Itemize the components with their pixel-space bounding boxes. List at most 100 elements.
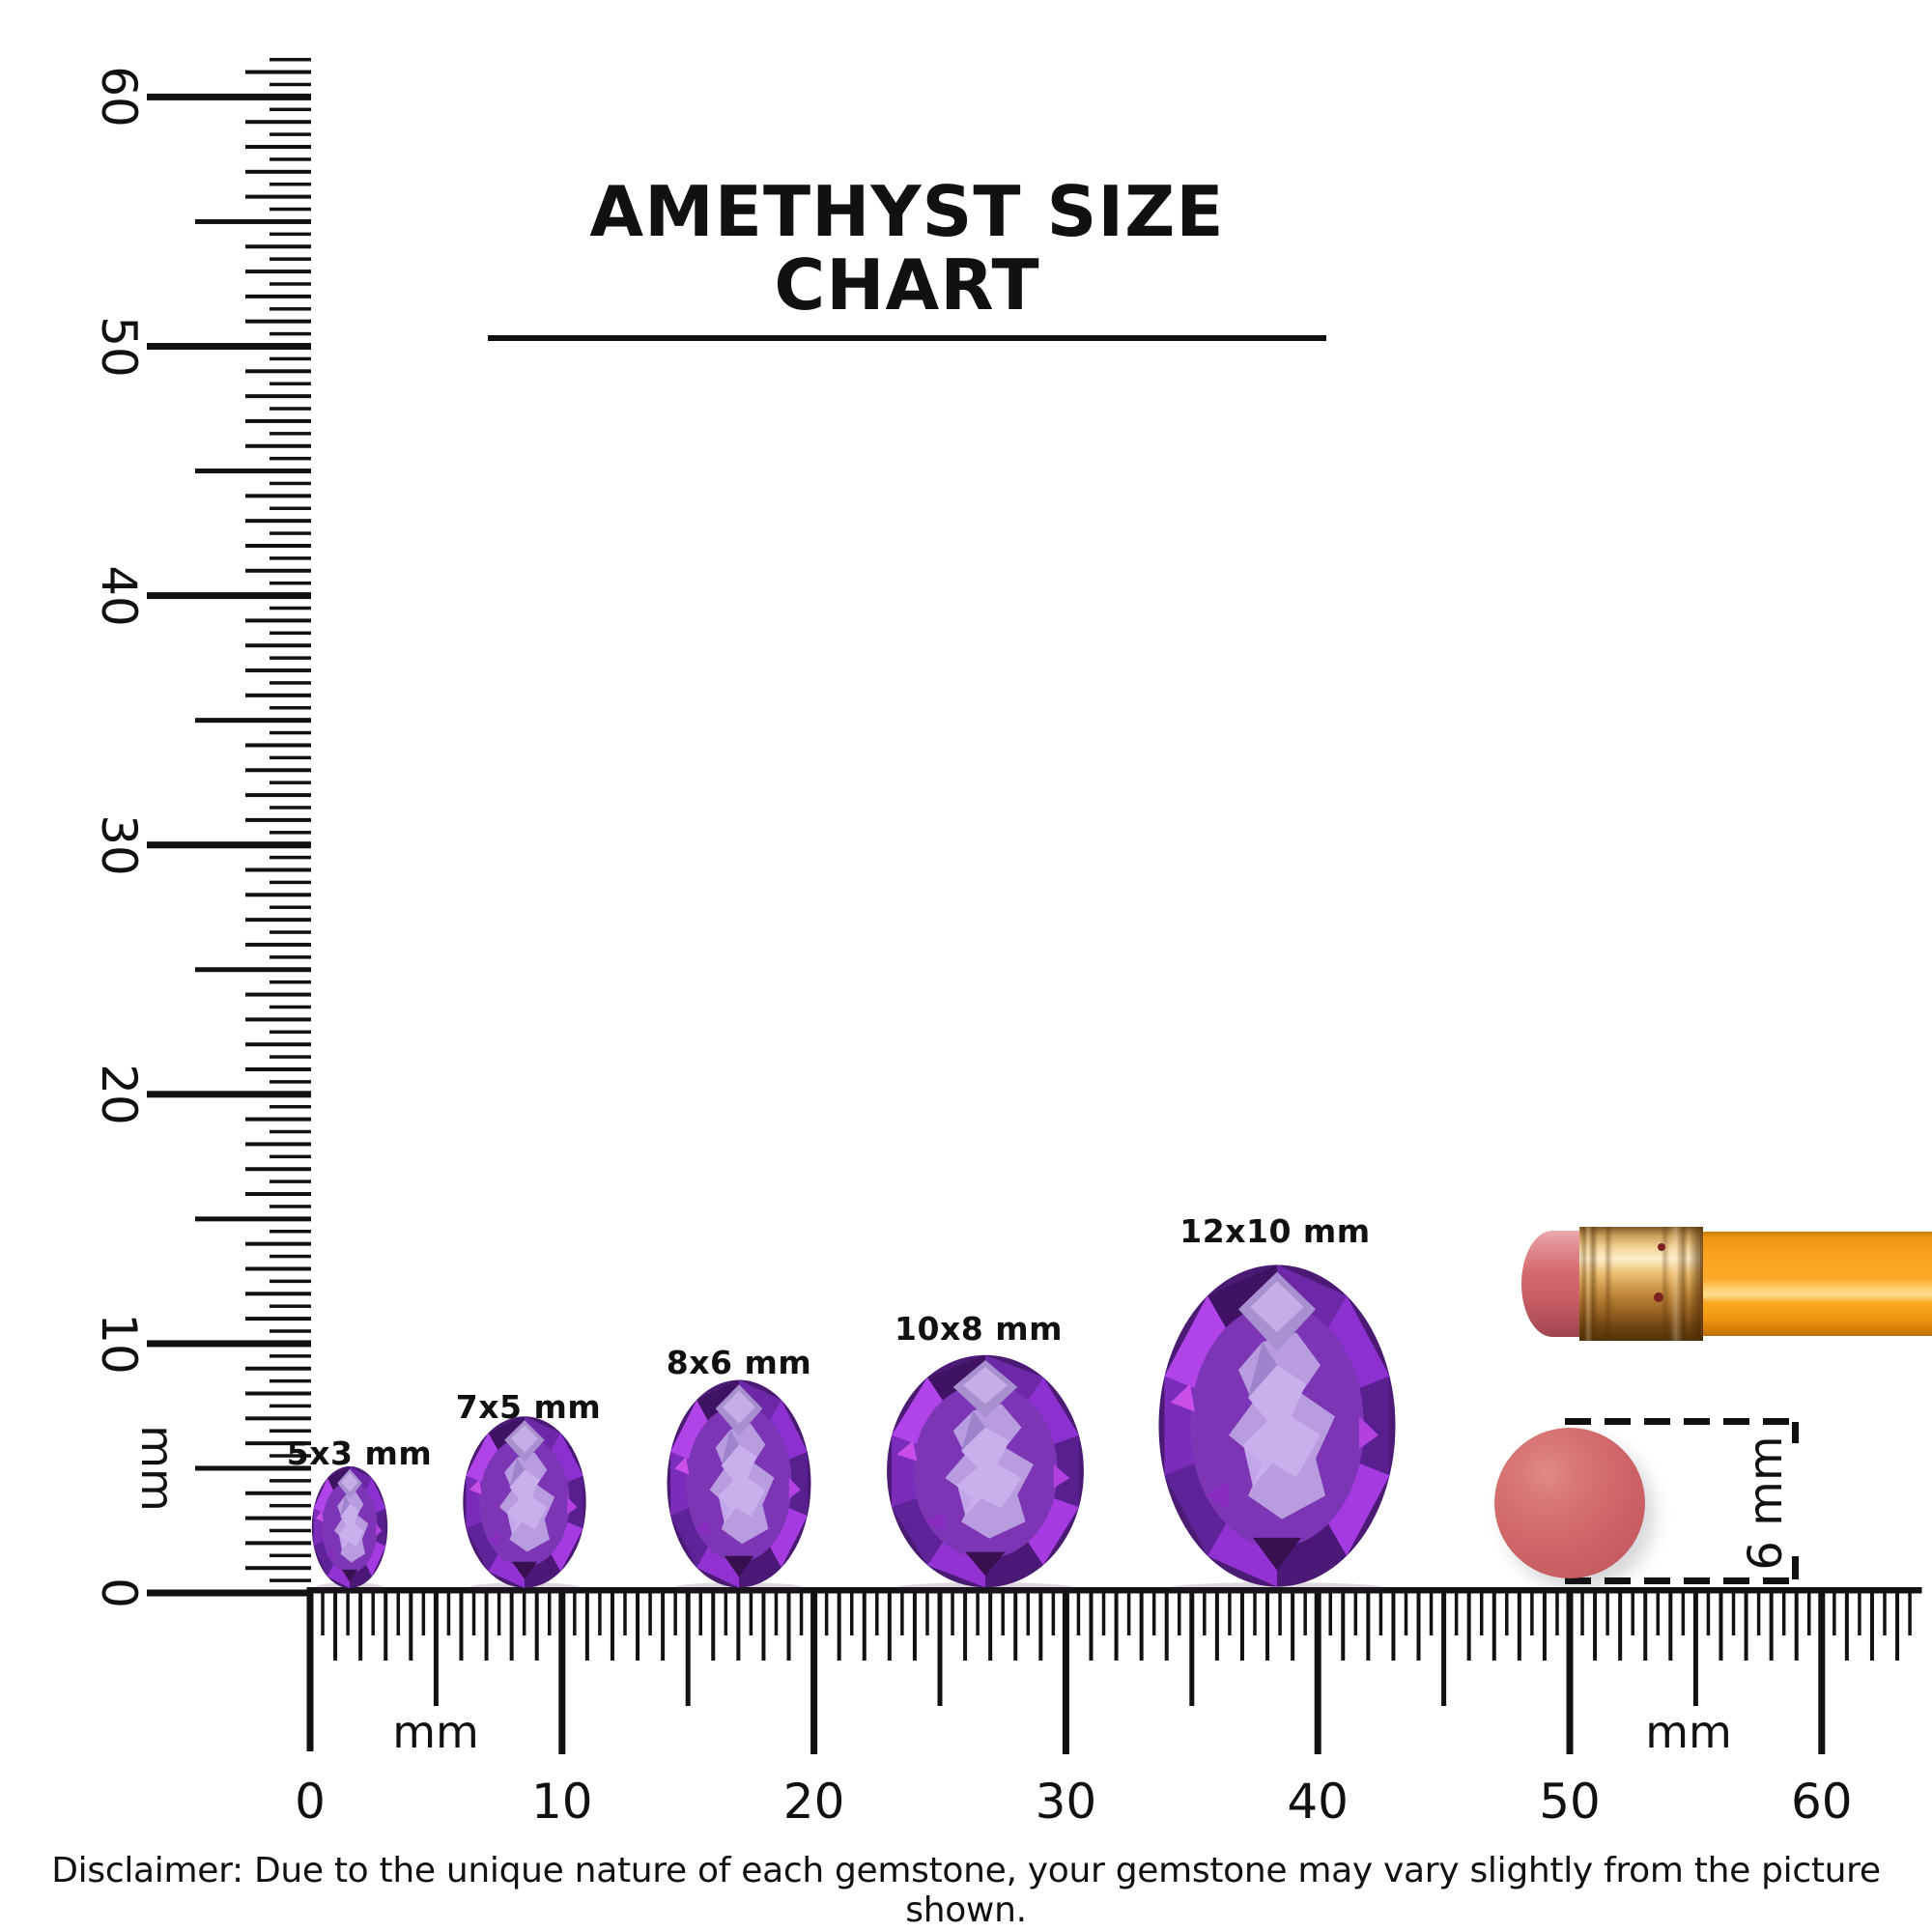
ruler-tick xyxy=(245,918,311,923)
ruler-tick xyxy=(147,841,311,849)
vertical-ruler-label-50: 50 xyxy=(91,315,147,378)
ruler-tick xyxy=(1530,1593,1534,1635)
ruler-tick xyxy=(270,1404,311,1408)
ruler-tick xyxy=(736,1593,741,1661)
ruler-tick xyxy=(1001,1593,1005,1635)
ruler-tick xyxy=(1353,1593,1358,1635)
gem-label-5x3: 5x3 mm xyxy=(286,1435,433,1472)
ruler-tick xyxy=(358,1593,363,1661)
gem-12x10mm xyxy=(1158,1264,1396,1587)
ruler-tick xyxy=(270,1553,311,1558)
ruler-tick xyxy=(862,1593,867,1661)
ruler-tick xyxy=(1631,1593,1634,1635)
ruler-tick xyxy=(270,456,311,461)
ruler-tick xyxy=(1291,1593,1295,1661)
ruler-tick xyxy=(988,1593,993,1661)
ruler-tick xyxy=(245,643,311,648)
horizontal-ruler-label-40: 40 xyxy=(1287,1774,1349,1830)
ruler-tick xyxy=(1605,1593,1609,1635)
ruler-tick xyxy=(270,356,311,361)
ruler-tick xyxy=(270,1578,311,1582)
disclaimer-text: Disclaimer: Due to the unique nature of … xyxy=(51,1851,1881,1930)
ruler-tick xyxy=(1391,1593,1396,1661)
gem-shadow xyxy=(895,1582,1076,1594)
pencil-paint-seam xyxy=(1700,1232,1705,1336)
ruler-tick xyxy=(724,1593,728,1635)
ruler-tick xyxy=(195,218,311,224)
ruler-tick xyxy=(245,568,311,573)
ruler-tick xyxy=(421,1593,426,1635)
ruler-tick xyxy=(245,1017,311,1022)
gem-label-7x5: 7x5 mm xyxy=(455,1388,602,1426)
ruler-tick xyxy=(270,407,311,411)
ruler-tick xyxy=(1692,1593,1698,1706)
ruler-tick xyxy=(245,1066,311,1071)
ruler-tick xyxy=(270,581,311,585)
ruler-tick xyxy=(951,1593,954,1635)
ruler-tick xyxy=(548,1593,552,1635)
ruler-tick xyxy=(270,1454,311,1458)
ruler-tick xyxy=(270,1354,311,1358)
ruler-tick xyxy=(673,1593,677,1635)
ruler-tick xyxy=(195,1216,311,1222)
ruler-tick xyxy=(1844,1593,1849,1661)
ruler-tick xyxy=(270,755,311,760)
ruler-tick xyxy=(270,631,311,636)
ruler-tick xyxy=(1062,1593,1069,1754)
ruler-tick xyxy=(1566,1593,1574,1754)
horizontal-ruler-label-10: 10 xyxy=(530,1774,593,1830)
ruler-tick xyxy=(661,1593,666,1661)
ruler-tick xyxy=(912,1593,917,1661)
ruler-tick xyxy=(245,494,311,498)
ruler-tick xyxy=(147,1340,311,1348)
ruler-tick xyxy=(799,1593,804,1635)
ruler-tick xyxy=(1378,1593,1383,1635)
ruler-tick xyxy=(270,82,311,87)
ruler-tick xyxy=(270,730,311,735)
ruler-tick xyxy=(245,1292,311,1296)
gem-shadow xyxy=(672,1582,806,1594)
ruler-tick xyxy=(1466,1593,1471,1661)
ruler-tick xyxy=(1895,1593,1900,1661)
ruler-tick xyxy=(245,443,311,448)
ruler-tick xyxy=(245,169,311,174)
ruler-tick xyxy=(774,1593,779,1635)
ruler-tick xyxy=(270,1528,311,1533)
ruler-tick xyxy=(245,418,311,423)
ruler-tick xyxy=(346,1593,350,1635)
ruler-tick xyxy=(610,1593,614,1661)
horizontal-ruler-unit-label-right: mm xyxy=(1645,1706,1732,1758)
ruler-tick xyxy=(1781,1593,1786,1635)
ruler-tick xyxy=(1555,1593,1559,1635)
ruler-tick xyxy=(887,1593,892,1661)
ruler-tick xyxy=(245,1541,311,1546)
ruler-tick xyxy=(1441,1593,1447,1706)
ruler-tick xyxy=(270,1304,311,1308)
ruler-tick xyxy=(1151,1593,1156,1635)
ruler-tick xyxy=(270,1205,311,1208)
ruler-tick xyxy=(837,1593,841,1661)
horizontal-ruler-label-60: 60 xyxy=(1790,1774,1853,1830)
ruler-tick xyxy=(1869,1593,1874,1661)
six-mm-dashed-line-top xyxy=(1565,1418,1797,1425)
ruler-tick xyxy=(698,1593,702,1635)
ruler-tick xyxy=(306,1587,1922,1594)
ruler-tick xyxy=(245,145,311,150)
ruler-tick xyxy=(270,1179,311,1183)
ruler-tick xyxy=(749,1593,753,1635)
ruler-tick xyxy=(1126,1593,1131,1635)
ruler-tick xyxy=(270,107,311,112)
ruler-tick xyxy=(245,942,311,947)
horizontal-ruler-label-0: 0 xyxy=(295,1774,326,1830)
ruler-tick xyxy=(1076,1593,1081,1635)
ruler-tick xyxy=(1492,1593,1496,1661)
ruler-tick xyxy=(245,1241,311,1246)
ruler-tick xyxy=(1239,1593,1244,1661)
gem-label-8x6: 8x6 mm xyxy=(666,1344,812,1381)
ruler-tick xyxy=(270,880,311,885)
ruler-tick xyxy=(245,867,311,872)
ruler-tick xyxy=(245,1117,311,1122)
ruler-tick xyxy=(849,1593,854,1635)
ruler-tick xyxy=(1089,1593,1094,1661)
